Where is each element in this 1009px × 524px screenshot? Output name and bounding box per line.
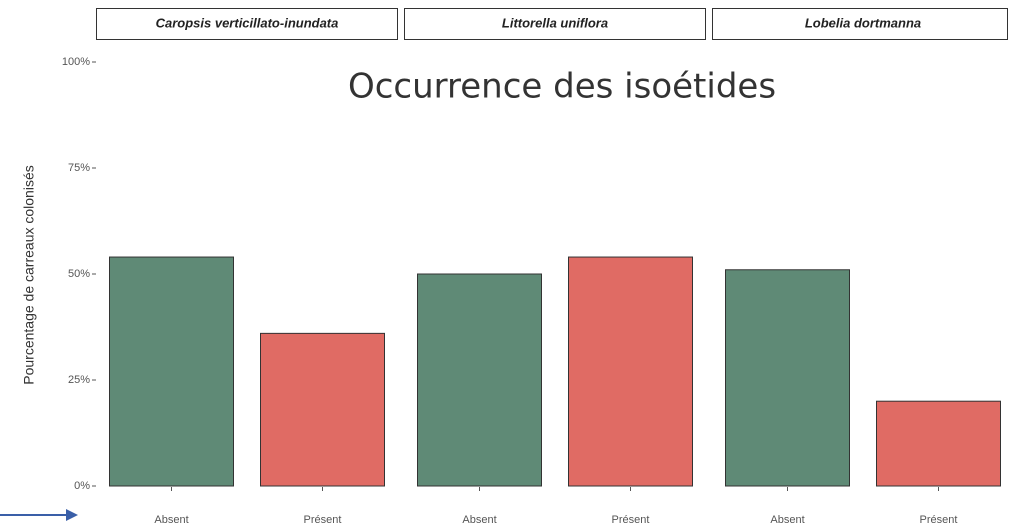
x-tick-label: Absent — [154, 514, 188, 524]
bar — [109, 256, 234, 487]
facet-title: Littorella uniflora — [502, 15, 608, 30]
y-axis-label: Pourcentage de carreaux colonisés — [21, 165, 37, 384]
x-tick-label: Présent — [304, 514, 342, 524]
x-tick-label: Présent — [920, 514, 958, 524]
bar — [417, 273, 542, 487]
facet-strip — [404, 8, 706, 40]
x-tick-label: Absent — [770, 514, 804, 524]
facet-title: Lobelia dortmanna — [805, 15, 921, 30]
chart-title: Occurrence des isoétides — [348, 67, 776, 107]
bar — [568, 256, 693, 487]
x-tick-label: Absent — [462, 514, 496, 524]
y-tick-label: 75% — [68, 162, 90, 174]
bar — [725, 269, 850, 487]
arrow-head — [66, 509, 78, 521]
y-tick-label: 0% — [74, 480, 90, 492]
facet-strip — [96, 8, 398, 40]
y-tick-label: 100% — [62, 56, 90, 68]
bar — [876, 400, 1001, 487]
bar — [260, 332, 385, 487]
y-tick-label: 25% — [68, 374, 90, 386]
facet-strip — [712, 8, 1008, 40]
y-tick-label: 50% — [68, 268, 90, 280]
x-tick-label: Présent — [612, 514, 650, 524]
facet-title: Caropsis verticillato-inundata — [156, 15, 339, 30]
